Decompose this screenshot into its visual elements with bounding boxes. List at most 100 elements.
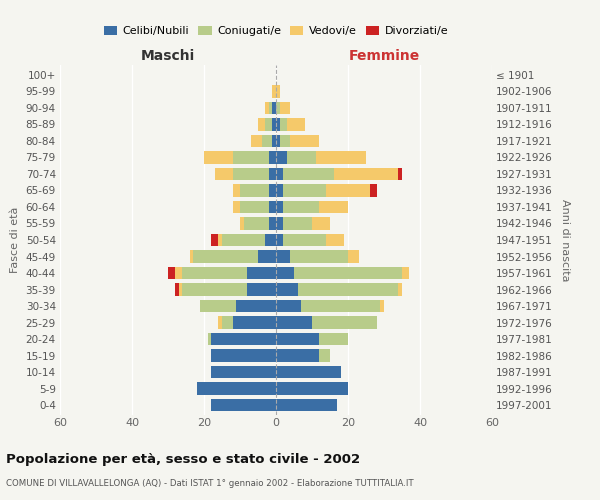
Y-axis label: Anni di nascita: Anni di nascita [560,198,569,281]
Bar [301,300,380,312]
Bar [276,152,287,164]
Bar [197,382,276,395]
Bar [244,218,269,230]
Bar [211,399,276,411]
Bar [276,218,283,230]
Bar [319,333,348,345]
Bar [269,152,276,164]
Bar [283,168,334,180]
Text: COMUNE DI VILLAVALLELONGA (AQ) - Dati ISTAT 1° gennaio 2002 - Elaborazione TUTTI: COMUNE DI VILLAVALLELONGA (AQ) - Dati IS… [6,479,413,488]
Bar [348,250,359,262]
Bar [326,184,370,196]
Bar [251,135,262,147]
Bar [294,267,402,279]
Bar [233,168,269,180]
Bar [211,234,218,246]
Bar [258,250,276,262]
Bar [211,350,276,362]
Bar [402,267,409,279]
Bar [262,135,272,147]
Text: Femmine: Femmine [349,48,419,62]
Bar [280,135,290,147]
Bar [218,234,222,246]
Bar [276,350,319,362]
Bar [240,201,269,213]
Bar [283,218,312,230]
Bar [247,284,276,296]
Bar [319,201,348,213]
Bar [247,267,276,279]
Bar [200,300,236,312]
Bar [265,118,272,130]
Bar [316,152,366,164]
Bar [276,85,280,98]
Text: Popolazione per età, sesso e stato civile - 2002: Popolazione per età, sesso e stato civil… [6,452,360,466]
Bar [276,168,283,180]
Bar [290,250,348,262]
Bar [233,316,276,328]
Bar [269,168,276,180]
Bar [233,201,240,213]
Bar [272,102,276,114]
Bar [269,218,276,230]
Bar [218,316,222,328]
Bar [334,168,398,180]
Bar [272,135,276,147]
Bar [312,316,377,328]
Bar [215,168,233,180]
Bar [398,168,402,180]
Bar [265,234,276,246]
Bar [190,250,193,262]
Bar [290,135,319,147]
Bar [370,184,377,196]
Bar [233,184,240,196]
Bar [265,102,269,114]
Bar [298,284,398,296]
Bar [276,300,301,312]
Bar [276,316,312,328]
Text: Maschi: Maschi [141,48,195,62]
Bar [276,333,319,345]
Bar [287,152,316,164]
Bar [276,135,280,147]
Bar [319,350,330,362]
Bar [193,250,258,262]
Bar [182,284,247,296]
Bar [211,366,276,378]
Bar [276,366,341,378]
Bar [276,184,283,196]
Bar [276,267,294,279]
Bar [222,316,233,328]
Bar [276,118,280,130]
Bar [380,300,384,312]
Bar [276,234,283,246]
Bar [276,102,280,114]
Bar [272,118,276,130]
Bar [276,201,283,213]
Bar [269,102,272,114]
Bar [175,284,179,296]
Bar [269,201,276,213]
Bar [276,399,337,411]
Bar [240,218,244,230]
Bar [283,234,326,246]
Bar [398,284,402,296]
Bar [211,333,276,345]
Bar [326,234,344,246]
Bar [222,234,265,246]
Bar [276,284,298,296]
Bar [312,218,330,230]
Bar [280,118,287,130]
Bar [175,267,182,279]
Bar [204,152,233,164]
Bar [280,102,290,114]
Bar [258,118,265,130]
Y-axis label: Fasce di età: Fasce di età [10,207,20,273]
Bar [276,382,348,395]
Bar [283,184,326,196]
Legend: Celibi/Nubili, Coniugati/e, Vedovi/e, Divorziati/e: Celibi/Nubili, Coniugati/e, Vedovi/e, Di… [100,22,452,41]
Bar [240,184,269,196]
Bar [233,152,269,164]
Bar [236,300,276,312]
Bar [182,267,247,279]
